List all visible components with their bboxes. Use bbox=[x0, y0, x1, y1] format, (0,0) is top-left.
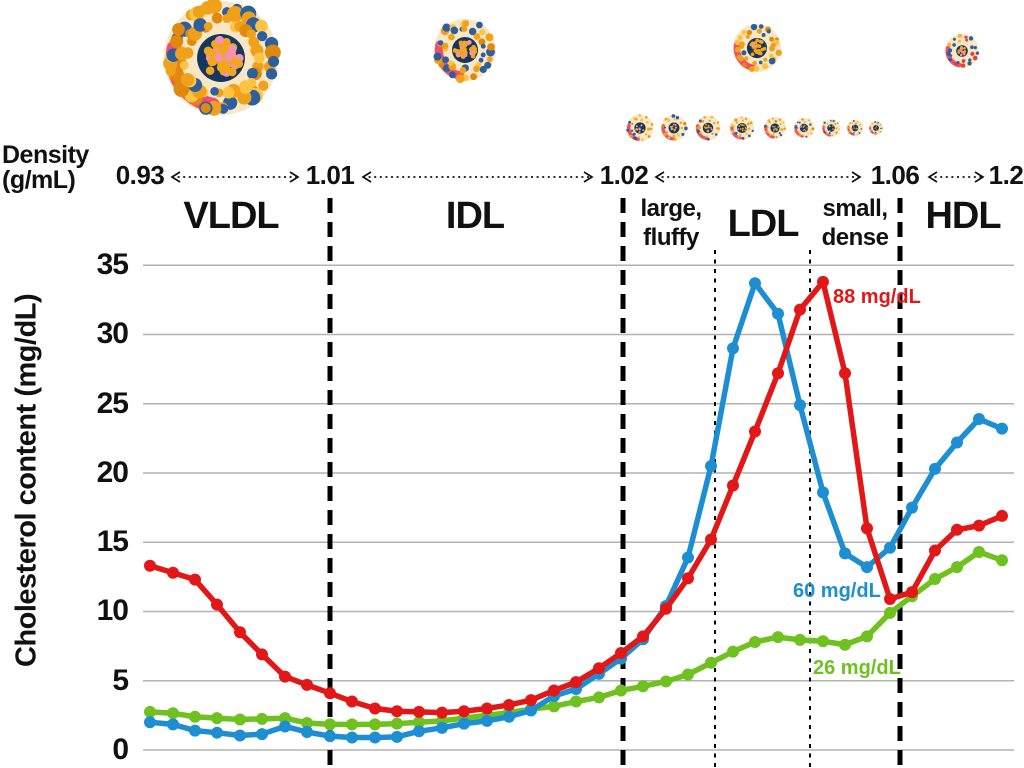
y-tick-5: 5 bbox=[112, 664, 129, 697]
series-label-red-88: 88 mg/dL bbox=[833, 286, 921, 308]
y-tick-10: 10 bbox=[96, 594, 129, 627]
region-label-ldl: LDL bbox=[727, 203, 800, 245]
small-dense-ldl-particle bbox=[626, 113, 654, 142]
series-label-green-26: 26 mg/dL bbox=[813, 657, 901, 679]
small-dense-ldl-particle bbox=[869, 121, 883, 135]
density-axis-title-line2: (g/mL) bbox=[2, 166, 76, 194]
density-tick-1.02: 1.02 bbox=[599, 160, 649, 190]
y-tick-25: 25 bbox=[96, 387, 129, 420]
small-dense-ldl-particle bbox=[846, 120, 863, 136]
hdl-particle bbox=[945, 33, 980, 68]
small-dense-ldl-particle bbox=[661, 114, 688, 141]
region-label-small-dense: small, dense bbox=[780, 194, 930, 252]
y-axis-title: Cholesterol content (mg/dL) bbox=[10, 293, 43, 667]
region-label-hdl: HDL bbox=[925, 195, 1001, 237]
region-label-large-fluffy-line2: fluffy bbox=[643, 224, 699, 251]
region-label-large-fluffy-line1: large, bbox=[640, 195, 702, 222]
density-axis-title-line1: Density bbox=[2, 141, 89, 169]
small-dense-ldl-particle bbox=[821, 119, 840, 137]
density-tick-1.2: 1.2 bbox=[988, 160, 1024, 190]
density-tick-1.06: 1.06 bbox=[870, 160, 920, 190]
density-axis-title: Density (g/mL) bbox=[2, 143, 89, 193]
region-label-small-dense-line1: small, bbox=[822, 195, 888, 222]
vldl-particle bbox=[163, 0, 281, 116]
series-label-blue-60: 60 mg/dL bbox=[793, 580, 881, 602]
y-tick-35: 35 bbox=[96, 248, 129, 281]
ldl-particle bbox=[733, 23, 782, 72]
region-label-large-fluffy: large, fluffy bbox=[596, 194, 746, 252]
region-label-idl: IDL bbox=[445, 195, 505, 237]
idl-particle bbox=[433, 19, 496, 84]
small-dense-ldl-particle bbox=[730, 116, 754, 140]
density-tick-0.93: 0.93 bbox=[115, 160, 165, 190]
y-tick-30: 30 bbox=[96, 317, 129, 350]
lipoprotein-particles-illustration bbox=[163, 0, 980, 142]
small-dense-ldl-particle bbox=[763, 117, 787, 139]
class-boundary-lines bbox=[327, 198, 903, 768]
y-tick-20: 20 bbox=[96, 456, 129, 489]
small-dense-ldl-particle bbox=[794, 118, 815, 138]
region-label-small-dense-line2: dense bbox=[821, 224, 889, 251]
small-dense-ldl-particle bbox=[695, 115, 721, 141]
region-label-vldl: VLDL bbox=[183, 195, 279, 237]
y-tick-0: 0 bbox=[112, 733, 129, 766]
series-88-mg-dl bbox=[144, 275, 1008, 719]
y-tick-15: 15 bbox=[96, 525, 129, 558]
density-tick-1.01: 1.01 bbox=[305, 160, 355, 190]
density-range-arrows bbox=[170, 171, 985, 183]
series-26-mg-dl bbox=[144, 545, 1008, 731]
